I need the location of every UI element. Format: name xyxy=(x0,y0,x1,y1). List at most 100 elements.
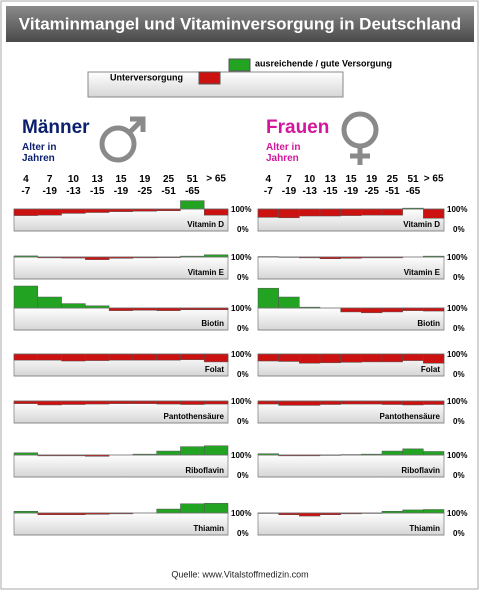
bar xyxy=(203,254,229,258)
bar xyxy=(278,353,300,362)
bar xyxy=(381,208,403,216)
bar xyxy=(37,208,62,216)
y-tick-label: 0% xyxy=(453,225,465,234)
y-tick-label: 100% xyxy=(447,304,467,313)
series-label: Riboflavin xyxy=(185,466,224,475)
y-tick-label: 0% xyxy=(453,370,465,379)
bar xyxy=(257,400,279,405)
bar xyxy=(203,445,229,456)
chart-title: Männer xyxy=(22,117,90,138)
bar xyxy=(61,353,86,362)
series-label: Pantothensäure xyxy=(380,412,441,421)
bar xyxy=(340,208,362,216)
x-tick-label: 51 -65 xyxy=(406,174,421,197)
bar xyxy=(180,200,205,210)
bar xyxy=(299,400,321,406)
bar xyxy=(361,307,383,314)
header-bar xyxy=(6,6,474,42)
bar xyxy=(340,307,362,313)
bar xyxy=(13,353,39,361)
bar xyxy=(381,450,403,456)
bar xyxy=(156,400,181,405)
bar xyxy=(156,450,181,456)
series-label: Vitamin D xyxy=(187,220,224,229)
x-tick-label: 13 -15 xyxy=(90,174,105,197)
bar xyxy=(61,400,86,405)
y-tick-label: 100% xyxy=(231,350,251,359)
legend: ausreichende / gute Versorgung Unterverso… xyxy=(110,58,392,85)
legend-label: Unterversorgung xyxy=(110,72,183,82)
series-label: Folat xyxy=(421,365,440,374)
y-tick-label: 100% xyxy=(231,304,251,313)
bar xyxy=(37,296,62,309)
y-tick-label: 100% xyxy=(447,253,467,262)
legend-swatch xyxy=(198,71,221,85)
bar xyxy=(381,307,403,313)
bar xyxy=(423,509,445,514)
bar xyxy=(278,208,300,219)
bar xyxy=(278,400,300,406)
bar xyxy=(203,353,229,363)
chart-title: Frauen xyxy=(266,117,329,138)
series-label: Biotin xyxy=(201,319,224,328)
bar xyxy=(402,400,424,406)
bar xyxy=(85,256,110,260)
bar xyxy=(361,208,383,216)
source: Quelle: www.Vitalstoffmedizin.com xyxy=(171,569,308,579)
series-label: Vitamin D xyxy=(403,220,440,229)
y-tick-label: 100% xyxy=(447,397,467,406)
x-tick-label: 7 -19 xyxy=(42,174,57,197)
y-tick-label: 100% xyxy=(447,350,467,359)
bar xyxy=(299,512,321,517)
series-label: Folat xyxy=(205,365,224,374)
bar xyxy=(85,400,110,405)
bar xyxy=(203,503,229,514)
x-tick-label: 19 -25 xyxy=(138,174,153,197)
bar xyxy=(13,208,39,216)
y-tick-label: 0% xyxy=(453,529,465,538)
bar xyxy=(203,208,229,216)
x-tick-label: 25 -51 xyxy=(385,174,400,197)
legend-swatch xyxy=(228,58,251,72)
y-tick-label: 100% xyxy=(231,509,251,518)
y-tick-label: 100% xyxy=(231,397,251,406)
bar xyxy=(180,446,205,456)
bar xyxy=(423,353,445,364)
y-tick-label: 0% xyxy=(237,225,249,234)
bar xyxy=(156,307,181,311)
y-tick-label: 0% xyxy=(237,529,249,538)
y-tick-label: 100% xyxy=(447,509,467,518)
male-symbol xyxy=(99,116,146,163)
x-tick-label: 4 -7 xyxy=(264,174,273,197)
series-label: Riboflavin xyxy=(401,466,440,475)
y-tick-label: 0% xyxy=(237,370,249,379)
series-label: Pantothensäure xyxy=(164,412,225,421)
bar xyxy=(402,307,424,311)
x-tick-label: 7 -19 xyxy=(282,174,297,197)
bar xyxy=(402,353,424,361)
series-label: Thiamin xyxy=(193,524,224,533)
bar xyxy=(108,353,134,361)
bar xyxy=(319,400,341,405)
series-label: Vitamin E xyxy=(188,268,225,277)
bar xyxy=(361,400,383,405)
bar xyxy=(180,503,205,514)
y-tick-label: 0% xyxy=(237,324,249,333)
bar xyxy=(156,508,181,514)
x-tick-label: 15 -19 xyxy=(344,174,359,197)
bar xyxy=(132,400,157,404)
panel xyxy=(13,307,229,331)
bar xyxy=(257,287,279,309)
x-tick-label: 10 -13 xyxy=(302,174,317,197)
bar xyxy=(257,208,279,218)
y-tick-label: 0% xyxy=(453,471,465,480)
bar xyxy=(13,452,39,456)
bar xyxy=(108,400,134,404)
bar xyxy=(299,208,321,217)
female-symbol xyxy=(341,111,379,165)
bar xyxy=(132,353,157,361)
x-tick-label: > 65 xyxy=(424,174,444,185)
legend-label: ausreichende / gute Versorgung xyxy=(255,58,392,68)
